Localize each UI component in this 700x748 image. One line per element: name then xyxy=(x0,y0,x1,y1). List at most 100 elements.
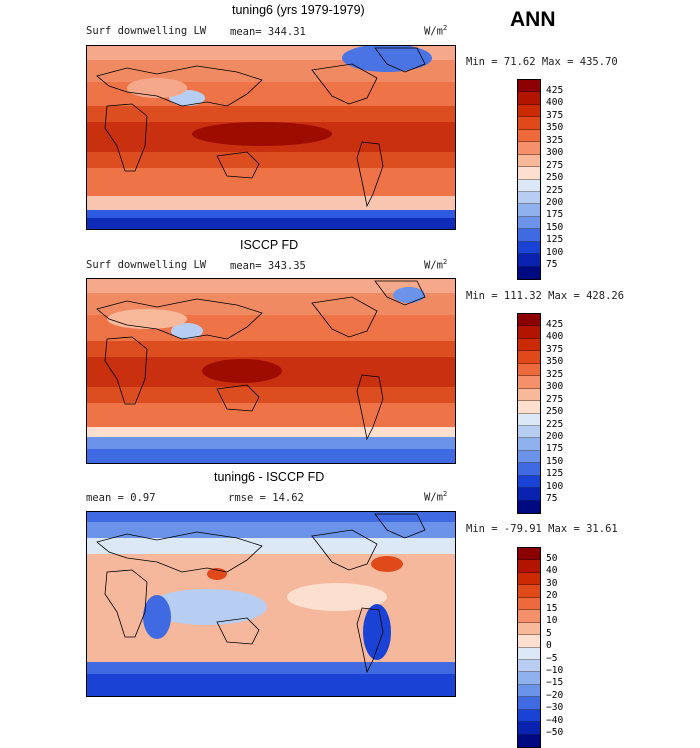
colorbar-level-label: −50 xyxy=(546,727,564,739)
colorbar-level-label: 100 xyxy=(546,480,564,492)
colorbar-level-label: 400 xyxy=(546,331,564,343)
colorbar-level-label: 275 xyxy=(546,393,564,405)
panel2-map xyxy=(86,278,456,464)
colorbar-swatch xyxy=(518,191,540,205)
colorbar-level-label: 150 xyxy=(546,221,564,233)
panel3-minmax-label: Min = -79.91 Max = 31.61 xyxy=(466,523,618,535)
colorbar-level-label: −30 xyxy=(546,702,564,714)
colorbar-level-label: 10 xyxy=(546,615,558,627)
panel3-map xyxy=(86,511,456,697)
colorbar-swatch xyxy=(518,388,540,402)
colorbar-swatch xyxy=(518,314,540,327)
colorbar-level-label: 375 xyxy=(546,343,564,355)
colorbar-level-label: 175 xyxy=(546,209,564,221)
colorbar-level-label: 425 xyxy=(546,319,564,330)
colorbar-level-label: 175 xyxy=(546,443,564,455)
colorbar-level-label: 20 xyxy=(546,590,558,602)
colorbar-level-label: 325 xyxy=(546,368,564,380)
colorbar-level-label: 350 xyxy=(546,122,564,134)
panel1-minmax-label: Min = 71.62 Max = 435.70 xyxy=(466,56,618,68)
colorbar-level-label: 350 xyxy=(546,356,564,368)
colorbar-swatch xyxy=(518,684,540,698)
panel1-map xyxy=(86,45,456,230)
panel3-colorbar xyxy=(517,547,541,748)
colorbar-swatch xyxy=(518,142,540,155)
colorbar-swatch xyxy=(518,585,540,598)
colorbar-swatch xyxy=(518,697,540,710)
panel3-colorbar-labels: 50 40 30 20 15 10 5 0 −5 −10 −15 −20 −30 −40 −50 xyxy=(546,553,563,740)
colorbar-level-label: −15 xyxy=(546,677,564,689)
colorbar-swatch xyxy=(518,622,540,636)
colorbar-level-label: 200 xyxy=(546,196,564,208)
colorbar-level-label: 375 xyxy=(546,109,564,121)
colorbar-level-label: 50 xyxy=(546,553,558,564)
colorbar-level-label: 5 xyxy=(546,627,552,639)
colorbar-swatch xyxy=(518,92,540,105)
colorbar-level-label: 400 xyxy=(546,97,564,109)
colorbar-swatch xyxy=(518,647,540,660)
panel1-mean-label: mean= 344.31 xyxy=(230,26,306,38)
panel1-coastlines xyxy=(96,47,426,208)
colorbar-swatch xyxy=(518,610,540,623)
panel1-colorbar-labels: 425 400 375 350 325 300 275 250 225 200 175 150 125 1… xyxy=(546,85,563,272)
colorbar-level-label: 125 xyxy=(546,234,564,246)
panel3-coastlines xyxy=(96,513,426,674)
colorbar-swatch xyxy=(518,401,540,414)
panel1-colorbar xyxy=(517,79,541,280)
colorbar-level-label: 75 xyxy=(546,259,558,271)
panel2-coastlines xyxy=(96,280,426,441)
colorbar-level-label: 40 xyxy=(546,565,558,577)
colorbar-swatch xyxy=(518,425,540,439)
colorbar-swatch xyxy=(518,266,540,279)
season-label: ANN xyxy=(510,8,556,31)
colorbar-level-label: −5 xyxy=(546,652,558,664)
colorbar-swatch xyxy=(518,734,540,747)
colorbar-swatch xyxy=(518,463,540,476)
colorbar-level-label: 300 xyxy=(546,147,564,159)
colorbar-swatch xyxy=(518,104,540,118)
colorbar-swatch xyxy=(518,548,540,561)
colorbar-level-label: 15 xyxy=(546,602,558,614)
colorbar-swatch xyxy=(518,488,540,501)
colorbar-level-label: −10 xyxy=(546,664,564,676)
colorbar-level-label: 325 xyxy=(546,134,564,146)
colorbar-swatch xyxy=(518,129,540,143)
colorbar-swatch xyxy=(518,363,540,377)
colorbar-swatch xyxy=(518,722,540,735)
colorbar-level-label: 300 xyxy=(546,381,564,393)
colorbar-swatch xyxy=(518,254,540,267)
colorbar-swatch xyxy=(518,229,540,242)
panel1-variable-label: Surf downwelling LW xyxy=(86,25,207,37)
panel2-colorbar-labels: 425 400 375 350 325 300 275 250 225 200 175 150 125 1… xyxy=(546,319,563,506)
colorbar-swatch xyxy=(518,326,540,339)
panel3-mean-label: mean = 0.97 xyxy=(86,492,156,504)
colorbar-swatch xyxy=(518,376,540,389)
panel3-unit-label: W/m2 xyxy=(424,490,448,504)
colorbar-swatch xyxy=(518,438,540,451)
colorbar-level-label: 100 xyxy=(546,246,564,258)
colorbar-swatch xyxy=(518,475,540,489)
colorbar-swatch xyxy=(518,216,540,230)
colorbar-swatch xyxy=(518,635,540,648)
colorbar-swatch xyxy=(518,413,540,426)
colorbar-swatch xyxy=(518,241,540,255)
panel3-rmse-label: rmse = 14.62 xyxy=(228,492,304,504)
colorbar-swatch xyxy=(518,572,540,586)
panel1-title: tuning6 (yrs 1979-1979) xyxy=(232,3,365,17)
colorbar-swatch xyxy=(518,351,540,364)
colorbar-swatch xyxy=(518,597,540,611)
colorbar-swatch xyxy=(518,154,540,168)
colorbar-level-label: 250 xyxy=(546,406,564,418)
panel2-colorbar xyxy=(517,313,541,514)
colorbar-level-label: 30 xyxy=(546,577,558,589)
colorbar-level-label: −40 xyxy=(546,714,564,726)
colorbar-level-label: 275 xyxy=(546,159,564,171)
colorbar-level-label: 225 xyxy=(546,418,564,430)
colorbar-level-label: 250 xyxy=(546,172,564,184)
colorbar-swatch xyxy=(518,338,540,352)
colorbar-swatch xyxy=(518,560,540,573)
colorbar-level-label: −20 xyxy=(546,689,564,701)
colorbar-swatch xyxy=(518,117,540,130)
colorbar-swatch xyxy=(518,500,540,513)
panel3-title: tuning6 - ISCCP FD xyxy=(214,470,325,484)
